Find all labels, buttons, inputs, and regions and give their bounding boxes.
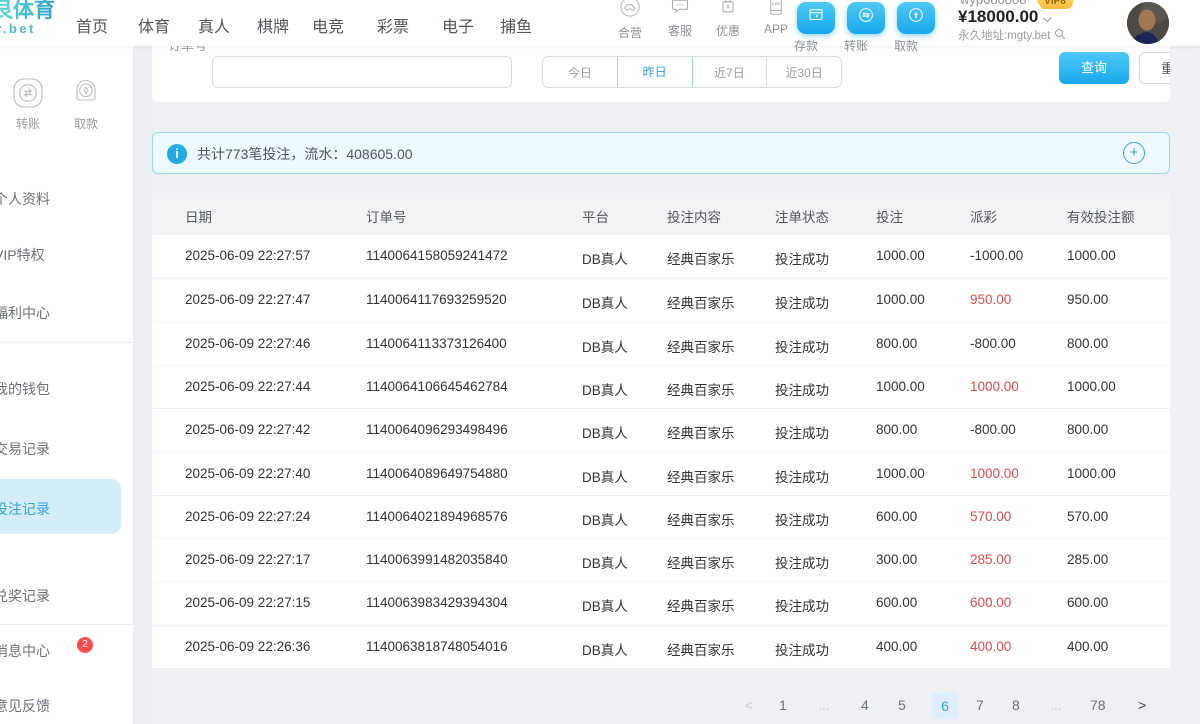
- svg-text:¥: ¥: [726, 5, 730, 11]
- svg-text:APP: APP: [772, 1, 781, 6]
- svg-text:¥: ¥: [815, 14, 818, 20]
